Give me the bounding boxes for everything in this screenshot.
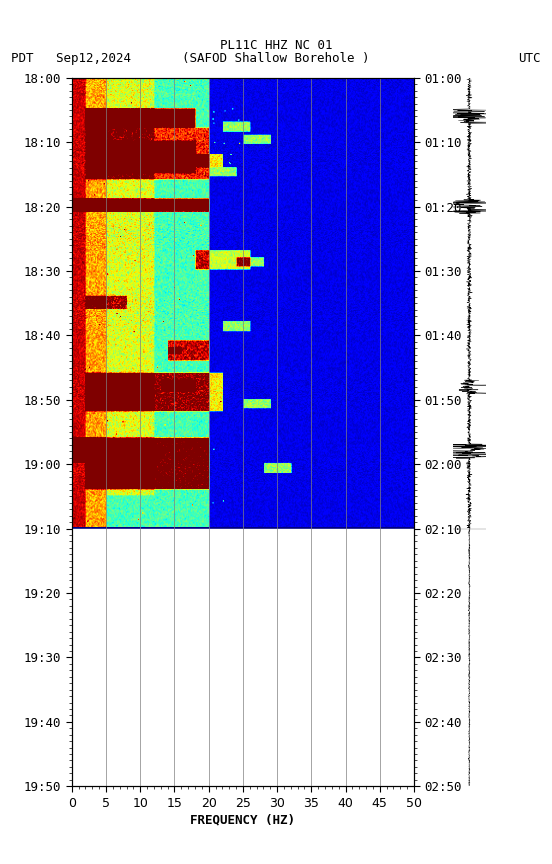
Text: UTC: UTC bbox=[518, 52, 541, 65]
Text: PDT   Sep12,2024: PDT Sep12,2024 bbox=[11, 52, 131, 65]
Text: (SAFOD Shallow Borehole ): (SAFOD Shallow Borehole ) bbox=[182, 52, 370, 65]
X-axis label: FREQUENCY (HZ): FREQUENCY (HZ) bbox=[190, 814, 295, 827]
Bar bbox=[72, 529, 414, 786]
Text: PL11C HHZ NC 01: PL11C HHZ NC 01 bbox=[220, 39, 332, 52]
